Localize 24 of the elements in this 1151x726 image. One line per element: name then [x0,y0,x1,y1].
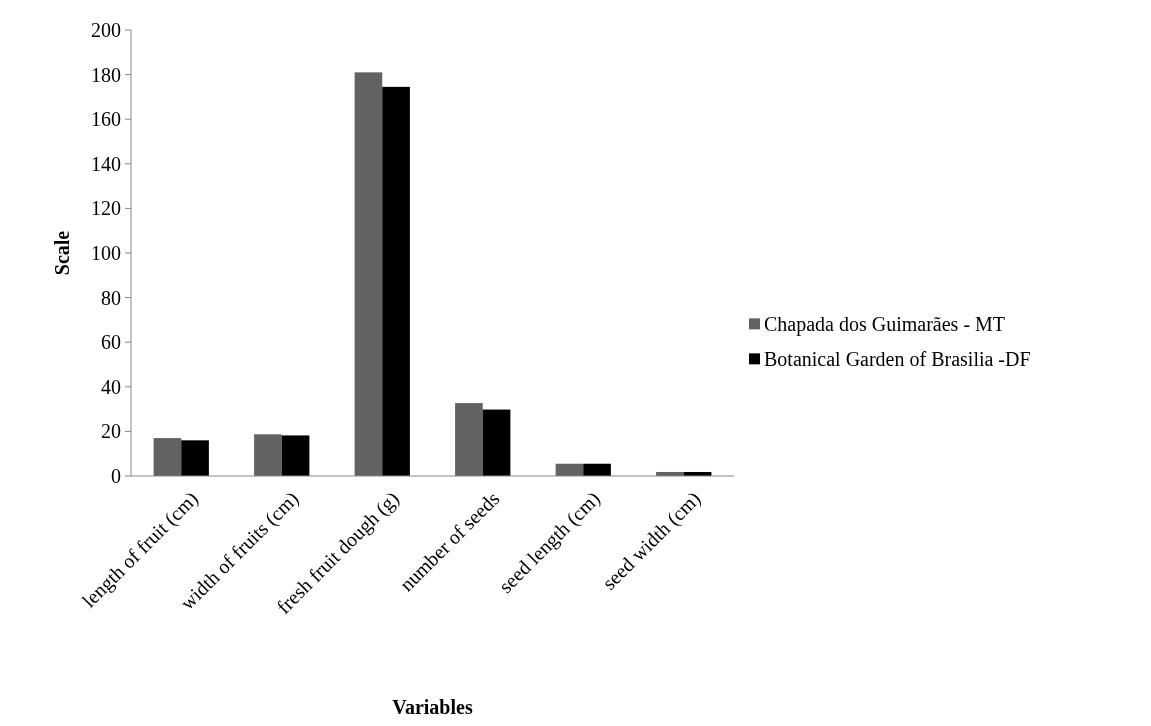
y-tick-label: 160 [91,108,121,131]
bar [583,463,611,476]
bar [153,438,182,476]
bar [254,434,282,476]
y-tick-label: 120 [91,197,121,220]
y-tick-label: 200 [91,19,121,41]
y-tick-label: 100 [91,242,121,264]
bar [382,86,410,476]
bar [281,435,310,476]
x-axis-title: Variables [392,696,473,718]
y-axis-title: Scale [51,230,73,276]
y-tick-label: 180 [91,63,121,86]
y-tick-label: 80 [101,286,121,309]
legend-label: Chapada dos Guimarães - MT [764,313,1006,337]
y-tick-label: 40 [101,375,121,398]
bar [354,72,383,476]
bar [455,403,483,476]
legend-label: Botanical Garden of Brasilia -DF [764,348,1031,371]
y-tick-label: 20 [101,420,121,443]
bar [181,440,209,476]
y-tick-label: 60 [101,331,121,354]
y-tick-label: 0 [111,465,121,487]
y-tick-label: 140 [91,152,121,175]
bar [482,409,511,476]
